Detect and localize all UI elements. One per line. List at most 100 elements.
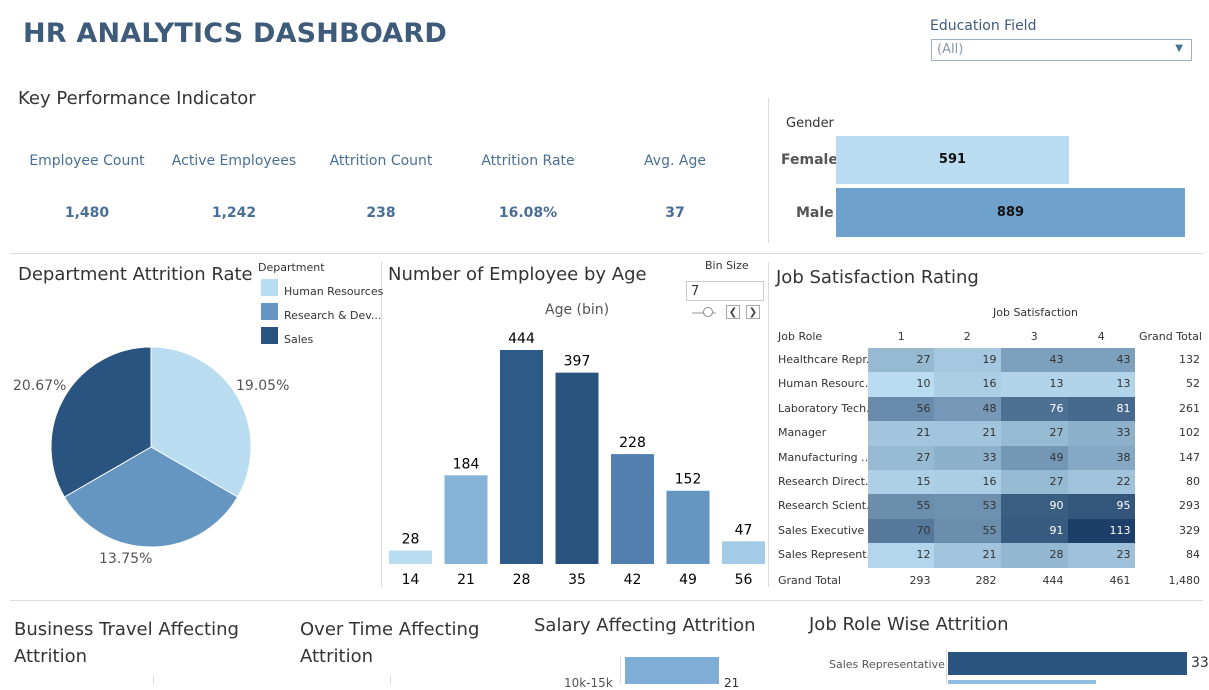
kpi-section-title: Key Performance Indicator (18, 88, 256, 109)
heatmap-cell[interactable]: 27 (868, 445, 935, 470)
heatmap-cell[interactable]: 27 (868, 348, 935, 373)
heatmap-cell[interactable]: 16 (934, 470, 1001, 495)
pie-label-research-development: 13.75% (99, 551, 153, 567)
heatmap-grand-total: 282 (975, 573, 997, 587)
kpi-value-attrition-count: 238 (366, 205, 396, 221)
heatmap-cell[interactable]: 28 (1001, 543, 1068, 568)
heatmap-cell[interactable]: 12 (868, 543, 935, 568)
chevron-left-icon[interactable]: ❮ (726, 305, 740, 319)
bin-size-slider-handle[interactable] (703, 307, 713, 317)
heatmap-cell[interactable]: 27 (1001, 421, 1068, 446)
gender-value-female: 591 (938, 152, 967, 167)
legend-label-research-development[interactable]: Research & Dev... (284, 309, 382, 322)
gender-value-male: 889 (996, 205, 1025, 220)
heatmap-cell[interactable]: 113 (1068, 518, 1135, 544)
heatmap-cell[interactable]: 38 (1068, 445, 1135, 470)
age-tick-label: 14 (402, 572, 420, 588)
heatmap-cell[interactable]: 70 (868, 518, 935, 544)
age-bar-42[interactable] (611, 454, 654, 564)
job-satisfaction-heatmap: 1 2 3 4 Healthcare Repr.. 27 19 43 43 132 Human Re… (776, 324, 1206, 594)
heatmap-cell[interactable]: 48 (934, 396, 1001, 422)
grand-total-header: Grand Total (1139, 330, 1202, 343)
heatmap-grand-total: 444 (1042, 573, 1064, 587)
heatmap-row-label: Human Resourc.. (778, 377, 872, 391)
gender-label-female: Female (781, 152, 838, 168)
salary-attrition-title: Salary Affecting Attrition (534, 615, 756, 636)
heatmap-cell[interactable]: 49 (1001, 445, 1068, 470)
chevron-down-icon[interactable]: ▼ (1175, 43, 1183, 54)
chevron-right-icon[interactable]: ❯ (746, 305, 760, 319)
legend-swatch-human-resources[interactable] (261, 279, 278, 296)
bin-size-input[interactable]: 7 (686, 281, 764, 301)
job-role-bar-sales-rep[interactable] (948, 652, 1187, 675)
divider (768, 262, 769, 587)
age-bar-28[interactable] (500, 350, 543, 564)
heatmap-cell[interactable]: 33 (934, 445, 1001, 470)
pie-slice-0[interactable] (150, 346, 252, 498)
heatmap-row-total: 80 (1186, 475, 1200, 488)
heatmap-cell[interactable]: 90 (1001, 494, 1068, 519)
education-field-selected-value: (All) (937, 42, 964, 57)
legend-swatch-sales[interactable] (261, 327, 278, 344)
kpi-value-avg-age: 37 (665, 205, 685, 221)
kpi-value-active-employees: 1,242 (211, 205, 257, 221)
age-bar-value-label: 184 (453, 456, 480, 472)
salary-bar-label: 10k-15k (564, 676, 613, 690)
heatmap-cell[interactable]: 19 (934, 348, 1001, 373)
heatmap-grand-total: 293 (909, 573, 931, 587)
heatmap-cell[interactable]: 27 (1001, 470, 1068, 495)
age-tick-label: 42 (624, 572, 642, 588)
heatmap-cell[interactable]: 55 (934, 518, 1001, 544)
heatmap-cell[interactable]: 76 (1001, 396, 1068, 422)
gender-bar-male[interactable] (836, 188, 1185, 237)
heatmap-cell[interactable]: 43 (1001, 348, 1068, 373)
heatmap-cell[interactable]: 43 (1068, 348, 1135, 373)
heatmap-cell[interactable]: 23 (1068, 543, 1135, 568)
business-travel-title-line2: Attrition (14, 646, 87, 667)
job-role-bar-next[interactable] (948, 680, 1096, 684)
age-bar-35[interactable] (555, 372, 599, 564)
age-bar-56[interactable] (722, 541, 765, 564)
age-bar-49[interactable] (666, 490, 710, 564)
heatmap-cell[interactable]: 21 (868, 421, 935, 446)
heatmap-cell[interactable]: 16 (934, 372, 1001, 397)
kpi-label-attrition-count: Attrition Count (329, 153, 433, 169)
heatmap-cell[interactable]: 95 (1068, 494, 1135, 519)
axis-line (946, 650, 947, 684)
pie-slice-2[interactable] (50, 346, 152, 498)
salary-bar[interactable] (625, 657, 719, 684)
legend-label-sales[interactable]: Sales (284, 333, 314, 346)
heatmap-cell[interactable]: 15 (868, 470, 935, 495)
legend-swatch-research-development[interactable] (261, 303, 278, 320)
age-axis-title: Age (bin) (545, 302, 610, 318)
heatmap-row-label: Manufacturing .. (778, 450, 869, 464)
legend-label-human-resources[interactable]: Human Resources (284, 285, 384, 298)
heatmap-cell[interactable]: 53 (934, 494, 1001, 519)
heatmap-cell[interactable]: 55 (868, 494, 935, 519)
heatmap-cell[interactable]: 56 (868, 396, 935, 422)
age-bar-14[interactable] (389, 550, 432, 564)
dashboard-title: HR ANALYTICS DASHBOARD (23, 18, 448, 49)
kpi-value-employee-count: 1,480 (64, 205, 110, 221)
age-bar-value-label: 152 (675, 472, 702, 488)
department-attrition-title: Department Attrition Rate (18, 264, 253, 285)
heatmap-cell[interactable]: 21 (934, 421, 1001, 446)
heatmap-cell[interactable]: 22 (1068, 470, 1135, 495)
heatmap-cell[interactable]: 91 (1001, 518, 1068, 544)
gender-bar-female[interactable] (836, 136, 1069, 184)
age-bar-21[interactable] (444, 475, 488, 564)
heatmap-cell[interactable]: 33 (1068, 421, 1135, 446)
overtime-title-line1: Over Time Affecting (300, 619, 480, 640)
axis-line (390, 676, 391, 684)
heatmap-cell[interactable]: 21 (934, 543, 1001, 568)
heatmap-cell[interactable]: 10 (868, 372, 935, 397)
age-bar-value-label: 228 (619, 435, 646, 451)
heatmap-cell[interactable]: 13 (1001, 372, 1068, 397)
education-field-dropdown[interactable]: (All) ▼ (931, 39, 1192, 61)
heatmap-cell[interactable]: 81 (1068, 396, 1135, 422)
age-chart-title: Number of Employee by Age (388, 264, 647, 285)
heatmap-cell[interactable]: 13 (1068, 372, 1135, 397)
heatmap-row-total: 329 (1179, 523, 1200, 537)
pie-label-human-resources: 19.05% (236, 378, 290, 394)
heatmap-grand-total-label: Grand Total (778, 573, 841, 587)
